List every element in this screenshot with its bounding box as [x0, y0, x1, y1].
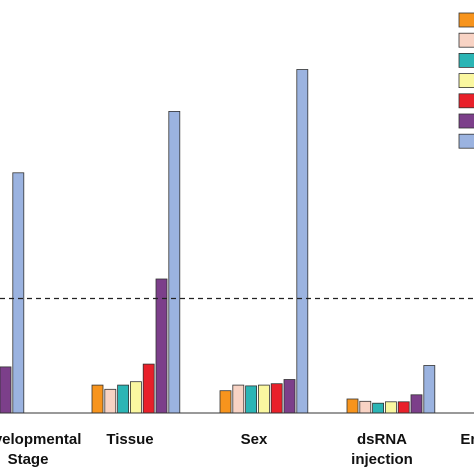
legend	[458, 12, 474, 149]
bar-series5-group4	[397, 401, 410, 414]
bar-series7-group2	[168, 111, 181, 414]
bar-series2-group3	[232, 384, 245, 414]
legend-swatch-series5	[458, 93, 474, 109]
legend-swatch-series4	[458, 73, 474, 88]
bars-layer	[0, 69, 436, 414]
bar-series6-group4	[410, 394, 423, 414]
category-label: Tissue	[106, 431, 153, 448]
legend-swatch-series6	[458, 113, 474, 129]
category-label: dsRNA	[357, 431, 407, 448]
bar-series7-group4	[423, 365, 436, 414]
bar-series6-group3	[283, 379, 296, 414]
bar-series5-group2	[142, 363, 155, 414]
bar-series4-group3	[257, 384, 270, 414]
category-label: En	[460, 431, 474, 448]
category-label: Stage	[8, 451, 49, 468]
bar-series2-group4	[359, 400, 372, 414]
bar-series5-group3	[270, 383, 283, 414]
legend-swatch-series1	[458, 12, 474, 28]
category-label: Developmental	[0, 431, 81, 448]
bar-series3-group2	[117, 384, 129, 414]
bar-series7-group1	[12, 172, 25, 414]
bar-series4-group2	[129, 381, 142, 414]
bar-series4-group4	[384, 401, 397, 414]
bar-series3-group3	[245, 385, 258, 414]
legend-swatch-series7	[458, 133, 474, 149]
legend-swatch-series2	[458, 32, 474, 48]
category-labels: Developmental Stage Tissue Sex dsRNA injectio…	[0, 431, 474, 468]
category-label: Sex	[241, 431, 268, 448]
category-label: injection	[351, 451, 413, 468]
bar-series1-group4	[346, 398, 359, 414]
bar-series6-group1	[0, 366, 12, 414]
bar-series1-group3	[219, 390, 232, 414]
bar-series1-group2	[91, 384, 104, 414]
bar-series3-group4	[372, 402, 385, 414]
bar-series7-group3	[296, 69, 309, 414]
bar-series2-group2	[104, 388, 117, 414]
legend-swatch-series3	[458, 53, 474, 68]
